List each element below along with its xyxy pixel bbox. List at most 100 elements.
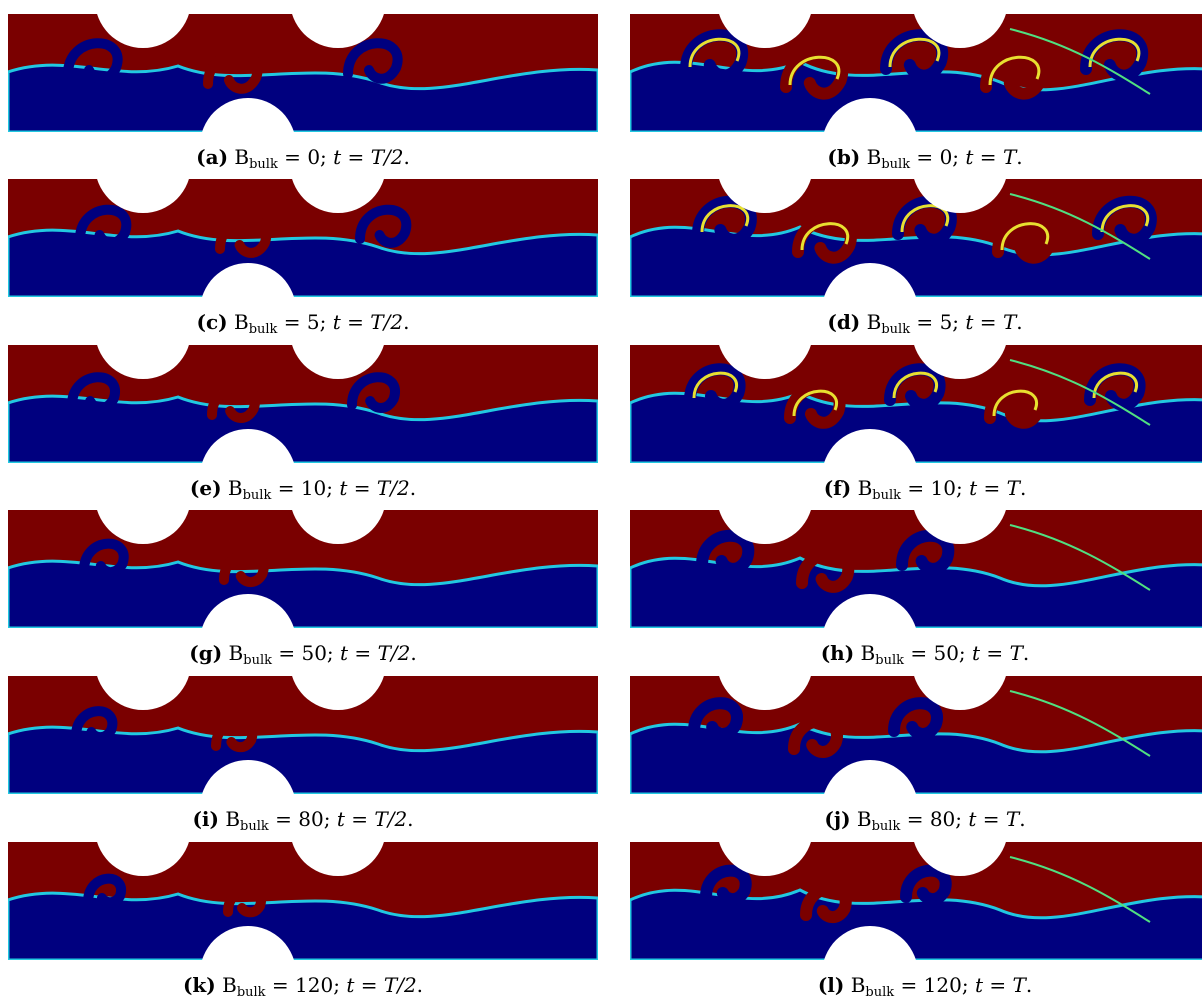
caption-time: T [1010,641,1023,665]
caption-symbol-b: B [858,476,873,500]
caption-b-value: 50 [301,641,326,665]
caption-tag: (a) [196,145,228,169]
phase-field-plot [8,179,598,297]
subfigure-e: (e) Bbulk = 10; t = T/2. [8,345,598,463]
blue-phase-region [8,893,598,960]
caption-symbol-t: t [965,145,973,169]
caption-tag: (l) [818,973,845,997]
caption-symbol-b: B [229,641,244,665]
caption-subscript: bulk [881,322,910,337]
caption-time: T/2 [370,310,403,334]
subfigure-k: (k) Bbulk = 120; t = T/2. [8,842,598,960]
subfigure-d: (d) Bbulk = 5; t = T. [630,179,1202,297]
subfigure-l: (l) Bbulk = 120; t = T. [630,842,1202,960]
caption-time: T/2 [374,807,407,831]
subfigure-j: (j) Bbulk = 80; t = T. [630,676,1202,794]
caption-subscript: bulk [243,488,272,503]
caption-tag: (d) [827,310,860,334]
caption-tag: (i) [192,807,219,831]
caption-symbol-t: t [346,973,354,997]
caption-b-value: 5 [940,310,953,334]
caption-b-value: 80 [930,807,955,831]
caption-tag: (g) [189,641,222,665]
caption-symbol-b: B [225,807,240,831]
caption-b-value: 120 [295,973,333,997]
caption-symbol-b: B [228,476,243,500]
phase-field-plot [630,14,1202,132]
phase-field-plot [8,345,598,463]
phase-field-plot [8,14,598,132]
caption-subscript: bulk [249,322,278,337]
caption-tag: (f) [824,476,852,500]
subfigure-caption: (c) Bbulk = 5; t = T/2. [8,310,598,342]
caption-symbol-b: B [222,973,237,997]
caption-subscript: bulk [243,653,272,668]
caption-b-value: 50 [933,641,958,665]
caption-b-value: 5 [307,310,320,334]
subfigure-f: (f) Bbulk = 10; t = T. [630,345,1202,463]
caption-subscript: bulk [249,157,278,172]
caption-time: T [1007,476,1020,500]
caption-symbol-t: t [972,641,980,665]
caption-symbol-t: t [337,807,345,831]
caption-tag: (b) [827,145,860,169]
caption-symbol-t: t [333,310,341,334]
subfigure-caption: (k) Bbulk = 120; t = T/2. [8,973,598,1005]
blue-phase-region [8,230,598,297]
subfigure-i: (i) Bbulk = 80; t = T/2. [8,676,598,794]
phase-field-plot [630,510,1202,628]
caption-time: T/2 [378,641,411,665]
caption-b-value: 120 [924,973,962,997]
caption-symbol-t: t [975,973,983,997]
phase-field-plot [8,676,598,794]
caption-b-value: 0 [307,145,320,169]
caption-time: T [1006,807,1019,831]
subfigure-caption: (d) Bbulk = 5; t = T. [630,310,1202,342]
subfigure-g: (g) Bbulk = 50; t = T/2. [8,510,598,628]
caption-symbol-b: B [861,641,876,665]
subfigure-c: (c) Bbulk = 5; t = T/2. [8,179,598,297]
caption-tag: (e) [190,476,222,500]
caption-subscript: bulk [237,985,266,1000]
subfigure-a: (a) Bbulk = 0; t = T/2. [8,14,598,132]
caption-subscript: bulk [881,157,910,172]
phase-field-plot [630,345,1202,463]
caption-symbol-t: t [340,641,348,665]
caption-time: T/2 [384,973,417,997]
caption-subscript: bulk [872,488,901,503]
subfigure-caption: (j) Bbulk = 80; t = T. [630,807,1202,839]
caption-subscript: bulk [872,819,901,834]
subfigure-caption: (e) Bbulk = 10; t = T/2. [8,476,598,508]
caption-symbol-b: B [851,973,866,997]
caption-b-value: 10 [931,476,956,500]
subfigure-caption: (b) Bbulk = 0; t = T. [630,145,1202,177]
phase-field-plot [630,179,1202,297]
caption-subscript: bulk [240,819,269,834]
caption-symbol-b: B [234,145,249,169]
phase-field-plot [630,676,1202,794]
subfigure-b: (b) Bbulk = 0; t = T. [630,14,1202,132]
caption-symbol-b: B [234,310,249,334]
subfigure-caption: (g) Bbulk = 50; t = T/2. [8,641,598,673]
caption-time: T [1012,973,1025,997]
caption-symbol-b: B [857,807,872,831]
caption-subscript: bulk [875,653,904,668]
caption-symbol-b: B [867,310,882,334]
caption-tag: (h) [821,641,854,665]
subfigure-caption: (h) Bbulk = 50; t = T. [630,641,1202,673]
caption-symbol-t: t [965,310,973,334]
caption-tag: (c) [197,310,228,334]
caption-b-value: 10 [301,476,326,500]
caption-symbol-t: t [969,476,977,500]
subfigure-caption: (a) Bbulk = 0; t = T/2. [8,145,598,177]
caption-time: T [1003,310,1016,334]
subfigure-caption: (i) Bbulk = 80; t = T/2. [8,807,598,839]
caption-tag: (j) [824,807,850,831]
caption-b-value: 80 [298,807,323,831]
phase-field-plot [8,842,598,960]
caption-subscript: bulk [865,985,894,1000]
subfigure-caption: (l) Bbulk = 120; t = T. [630,973,1202,1005]
caption-symbol-t: t [333,145,341,169]
caption-time: T/2 [377,476,410,500]
caption-symbol-t: t [339,476,347,500]
